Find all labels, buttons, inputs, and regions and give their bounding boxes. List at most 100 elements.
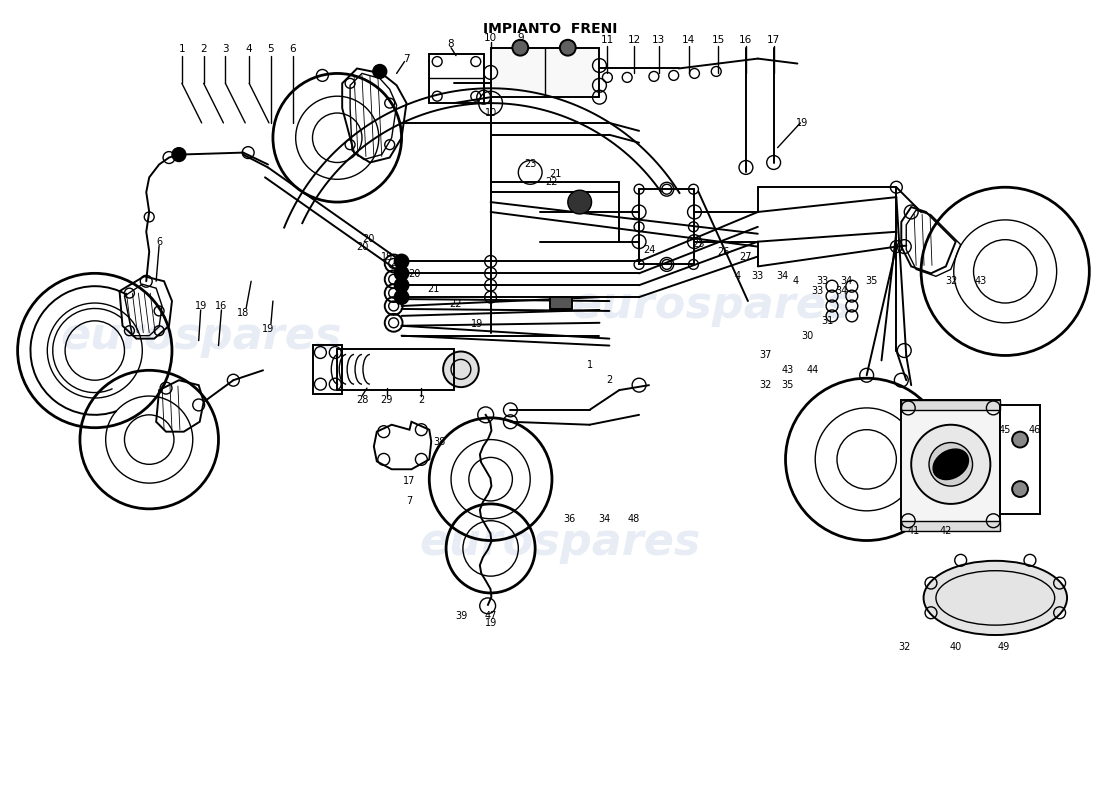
Text: 41: 41 <box>908 526 921 536</box>
Bar <box>639 190 694 265</box>
Text: 10: 10 <box>484 108 497 118</box>
Text: 39: 39 <box>454 610 467 621</box>
Circle shape <box>911 425 990 504</box>
Text: 33: 33 <box>751 271 763 282</box>
Text: 6: 6 <box>156 237 162 246</box>
Text: 4: 4 <box>246 44 253 54</box>
Text: 46: 46 <box>1028 425 1041 434</box>
Text: 19: 19 <box>796 118 808 128</box>
Text: 20: 20 <box>408 270 420 279</box>
Circle shape <box>373 65 387 78</box>
Circle shape <box>395 254 408 268</box>
Text: IMPIANTO  FRENI: IMPIANTO FRENI <box>483 22 617 36</box>
Text: 19: 19 <box>381 251 393 262</box>
Text: 7: 7 <box>404 54 410 63</box>
Text: 32: 32 <box>759 380 772 390</box>
Text: 18: 18 <box>238 308 250 318</box>
Bar <box>429 54 484 103</box>
Text: 29: 29 <box>381 395 393 405</box>
Text: 30: 30 <box>801 330 813 341</box>
Text: 19: 19 <box>484 618 497 628</box>
Text: 5: 5 <box>267 44 274 54</box>
Text: 33: 33 <box>816 276 828 286</box>
Text: 24: 24 <box>642 245 656 254</box>
Text: 21: 21 <box>549 170 561 179</box>
Circle shape <box>568 190 592 214</box>
Text: 38: 38 <box>433 437 446 446</box>
Text: 32: 32 <box>946 276 958 286</box>
Text: 4: 4 <box>735 271 741 282</box>
Text: 11: 11 <box>601 34 614 45</box>
Text: 37: 37 <box>759 350 772 361</box>
Text: 34: 34 <box>777 271 789 282</box>
Text: 35: 35 <box>781 380 794 390</box>
Text: 10: 10 <box>484 33 497 43</box>
Text: 35: 35 <box>866 276 878 286</box>
Text: 8: 8 <box>448 38 454 49</box>
Text: 27: 27 <box>739 251 752 262</box>
Bar <box>901 521 1000 530</box>
Text: 17: 17 <box>767 34 780 45</box>
Text: 44: 44 <box>806 366 818 375</box>
Text: 42: 42 <box>939 526 952 536</box>
Text: eurospares: eurospares <box>419 521 701 564</box>
Text: 43: 43 <box>975 276 987 286</box>
Text: 14: 14 <box>682 34 695 45</box>
Text: 49: 49 <box>997 642 1010 652</box>
Circle shape <box>930 442 972 486</box>
Text: 13: 13 <box>652 34 666 45</box>
Ellipse shape <box>924 561 1067 635</box>
Text: 12: 12 <box>627 34 640 45</box>
Text: 16: 16 <box>216 301 228 311</box>
Circle shape <box>1012 432 1028 447</box>
Circle shape <box>395 290 408 304</box>
Text: 48: 48 <box>628 514 640 524</box>
Text: 2: 2 <box>606 375 613 386</box>
Text: 2: 2 <box>418 395 425 405</box>
Bar <box>338 349 454 390</box>
Text: 20: 20 <box>363 234 375 244</box>
Circle shape <box>513 40 528 56</box>
Text: 22: 22 <box>546 178 558 187</box>
Text: 3: 3 <box>222 44 229 54</box>
Text: 6: 6 <box>289 44 296 54</box>
Bar <box>550 297 572 309</box>
Bar <box>901 400 1000 410</box>
Text: 34: 34 <box>598 514 611 524</box>
Circle shape <box>395 278 408 292</box>
Circle shape <box>172 148 186 162</box>
Text: 31: 31 <box>821 316 833 326</box>
Text: 17: 17 <box>404 476 416 486</box>
Ellipse shape <box>933 449 968 479</box>
Text: 9: 9 <box>517 33 524 43</box>
Text: 4: 4 <box>792 276 799 286</box>
Text: 28: 28 <box>355 395 368 405</box>
Text: 19: 19 <box>262 324 274 334</box>
Text: 34: 34 <box>836 286 848 296</box>
Text: 25: 25 <box>692 238 705 249</box>
Text: 32: 32 <box>898 642 911 652</box>
Bar <box>901 400 1000 529</box>
Text: 19: 19 <box>471 319 483 329</box>
Text: 21: 21 <box>427 284 439 294</box>
Text: 23: 23 <box>524 159 537 170</box>
Text: 43: 43 <box>781 366 793 375</box>
Text: 7: 7 <box>406 496 412 506</box>
Text: 33: 33 <box>811 286 823 296</box>
Text: 36: 36 <box>563 514 576 524</box>
Text: 1: 1 <box>178 44 185 54</box>
Text: 16: 16 <box>739 34 752 45</box>
Bar <box>491 48 600 97</box>
Text: 2: 2 <box>200 44 207 54</box>
Text: 45: 45 <box>999 425 1011 434</box>
Text: 20: 20 <box>355 242 368 252</box>
Text: 26: 26 <box>717 246 729 257</box>
Circle shape <box>395 266 408 280</box>
Text: 1: 1 <box>586 360 593 370</box>
Bar <box>1000 405 1040 514</box>
Text: 40: 40 <box>949 642 961 652</box>
Text: eurospares: eurospares <box>60 315 341 358</box>
Circle shape <box>1012 481 1028 497</box>
Text: 34: 34 <box>840 276 852 286</box>
Circle shape <box>443 351 478 387</box>
